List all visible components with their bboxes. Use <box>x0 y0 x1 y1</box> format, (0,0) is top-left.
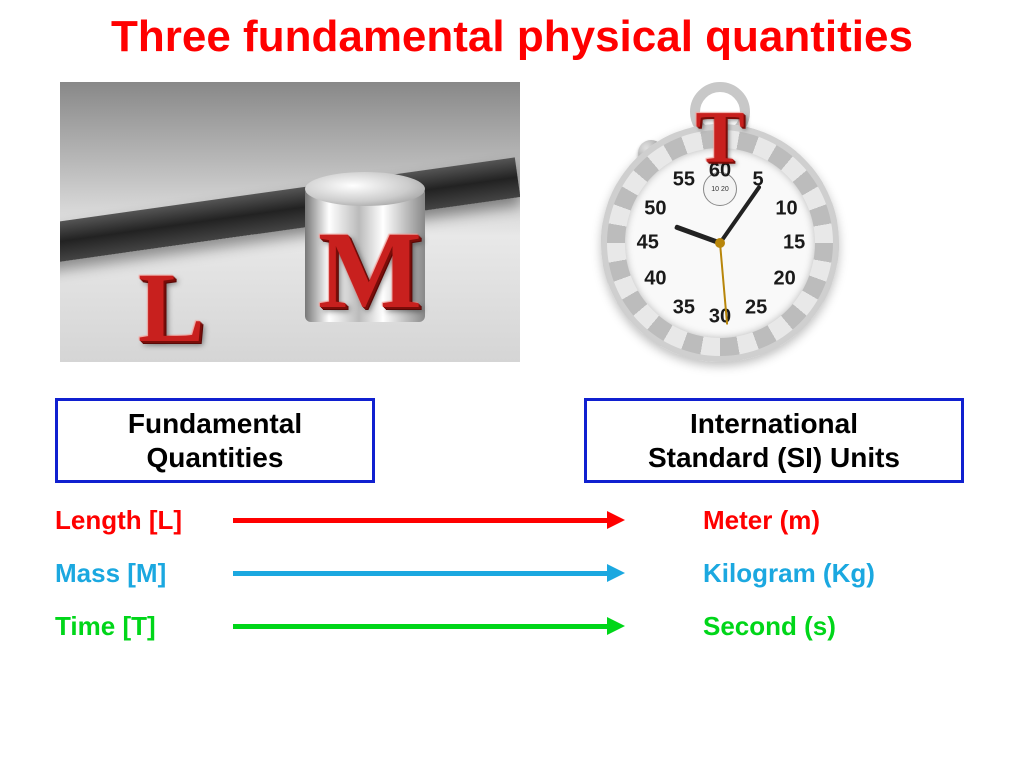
clock-num: 35 <box>673 296 695 319</box>
page-title: Three fundamental physical quantities <box>0 0 1024 62</box>
row-right: Kilogram (Kg) <box>653 558 964 589</box>
letter-t: T <box>695 96 744 181</box>
hour-hand <box>674 224 721 245</box>
letter-m: M <box>318 207 422 334</box>
row-length: Length [L] Meter (m) <box>55 505 964 536</box>
arrow-icon <box>233 518 623 523</box>
box-text: Standard (SI) Units <box>611 441 937 475</box>
fundamental-quantities-box: Fundamental Quantities <box>55 398 375 483</box>
kilogram-cylinder-top <box>305 172 425 206</box>
row-time: Time [T] Second (s) <box>55 611 964 642</box>
clock-num: 25 <box>745 296 767 319</box>
mass-length-photo: L M <box>60 82 520 362</box>
box-text: Quantities <box>82 441 348 475</box>
box-text: International <box>611 407 937 441</box>
row-left: Time [T] <box>55 611 233 642</box>
meter-bar-shape <box>60 157 520 266</box>
header-boxes: Fundamental Quantities International Sta… <box>0 392 1024 493</box>
row-right: Meter (m) <box>653 505 964 536</box>
quantity-rows: Length [L] Meter (m) Mass [M] Kilogram (… <box>0 493 1024 642</box>
clock-num: 45 <box>637 232 659 255</box>
clock-num: 20 <box>773 268 795 291</box>
si-units-box: International Standard (SI) Units <box>584 398 964 483</box>
clock-num: 10 <box>775 197 797 220</box>
clock-num: 50 <box>644 197 666 220</box>
clock-num: 30 <box>709 306 731 329</box>
stopwatch: T 10 20 60 5 10 15 20 25 30 35 40 45 50 … <box>560 82 880 382</box>
arrow-icon <box>233 571 623 576</box>
letter-l: L <box>138 250 205 362</box>
row-left: Mass [M] <box>55 558 233 589</box>
clock-num: 55 <box>673 169 695 192</box>
row-mass: Mass [M] Kilogram (Kg) <box>55 558 964 589</box>
row-right: Second (s) <box>653 611 964 642</box>
row-left: Length [L] <box>55 505 233 536</box>
box-text: Fundamental <box>82 407 348 441</box>
clock-num: 15 <box>783 232 805 255</box>
center-pin <box>715 238 725 248</box>
arrow-icon <box>233 624 623 629</box>
clock-num: 40 <box>644 268 666 291</box>
images-row: L M T 10 20 60 5 10 15 20 25 30 35 40 45… <box>0 62 1024 392</box>
